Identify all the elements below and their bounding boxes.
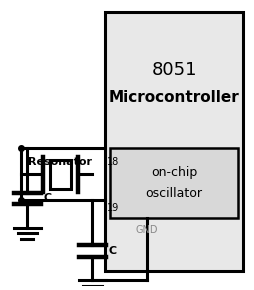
Text: Resonator: Resonator <box>28 157 92 166</box>
Text: oscillator: oscillator <box>146 187 203 200</box>
Text: 19: 19 <box>107 203 119 213</box>
Text: 18: 18 <box>107 157 119 166</box>
Text: on-chip: on-chip <box>151 166 197 179</box>
Text: C: C <box>109 246 117 256</box>
Text: GND: GND <box>136 225 158 235</box>
Bar <box>105 12 243 271</box>
Text: C: C <box>44 193 52 204</box>
Text: Microcontroller: Microcontroller <box>109 90 240 105</box>
Text: 8051: 8051 <box>151 61 197 79</box>
Bar <box>50 160 71 189</box>
Bar <box>110 148 238 218</box>
